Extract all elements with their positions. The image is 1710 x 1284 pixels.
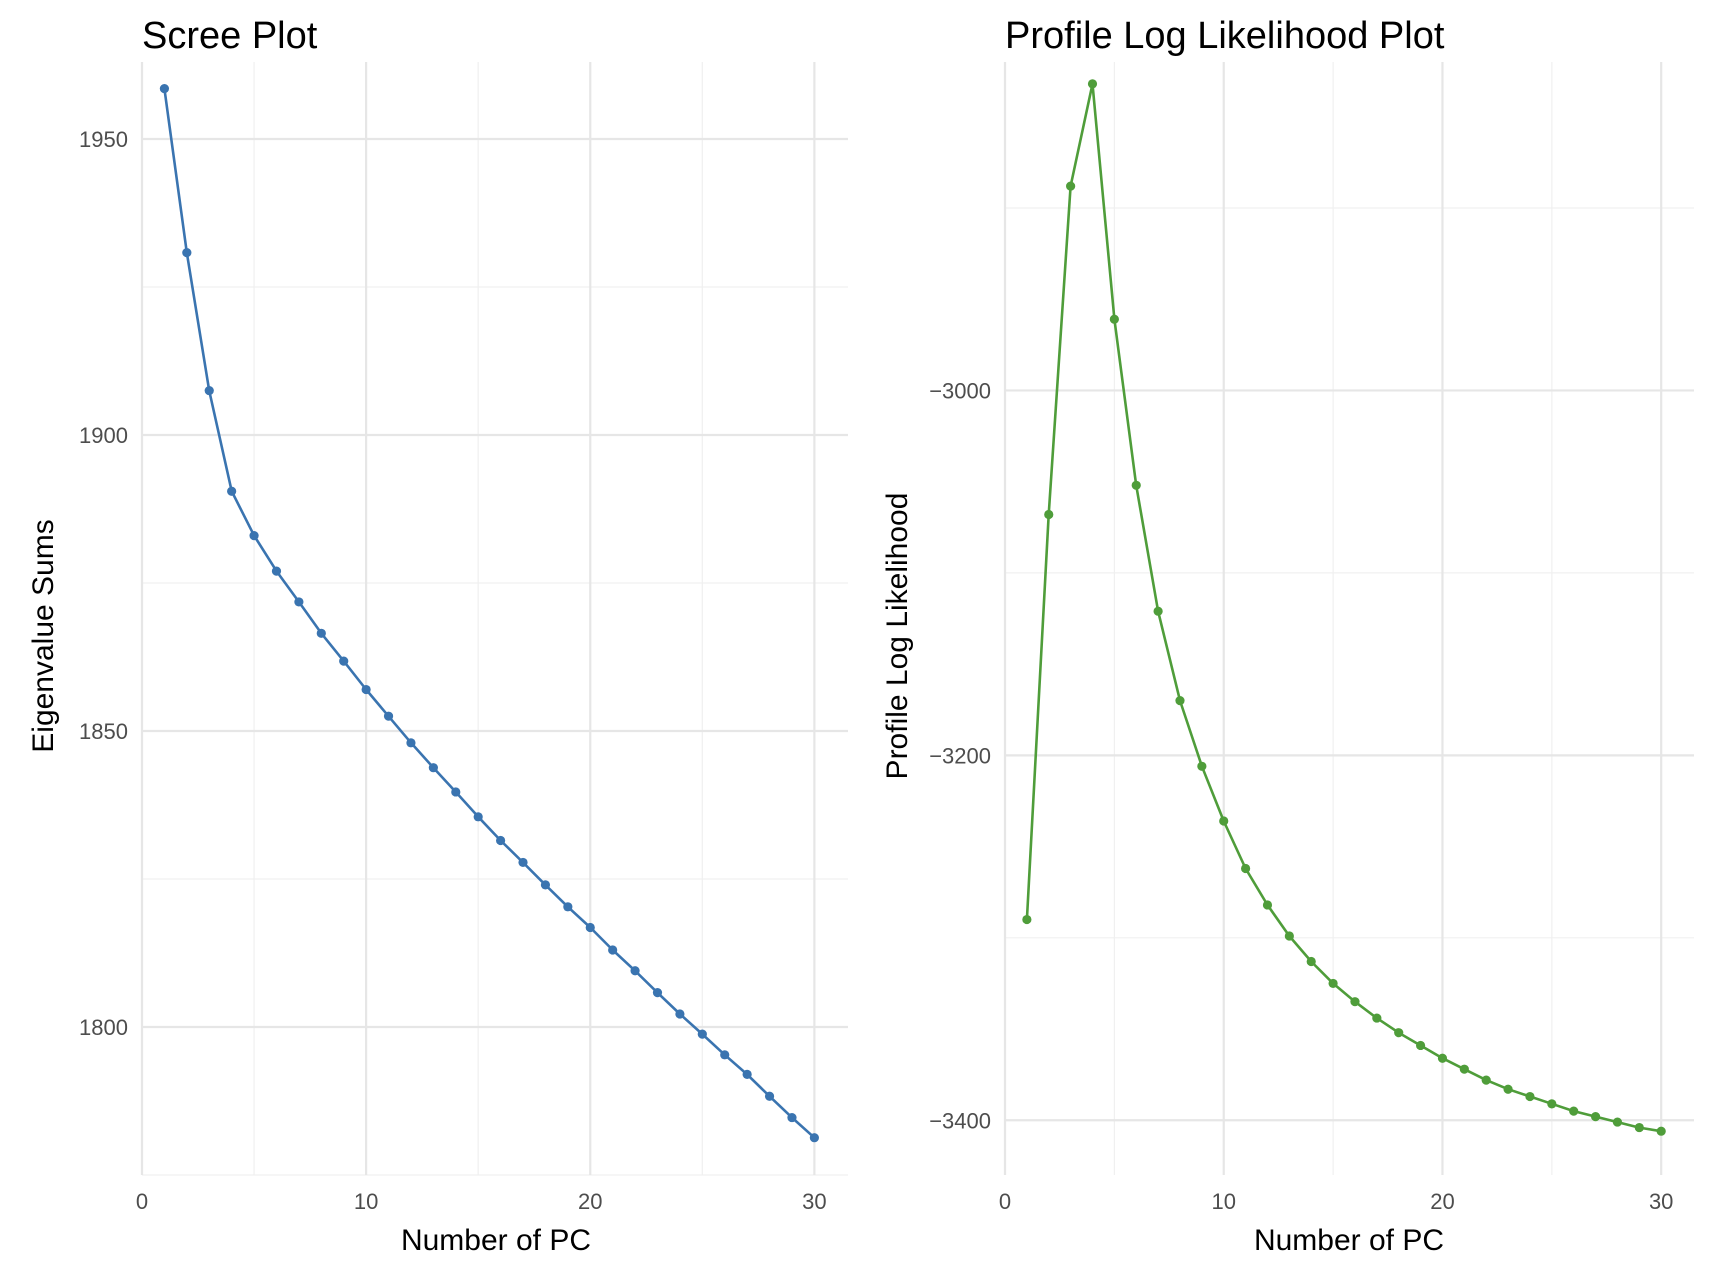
x-tick-label: 20 <box>1430 1189 1454 1214</box>
data-point <box>1022 914 1032 925</box>
data-point <box>697 1029 707 1039</box>
data-point <box>1153 606 1163 616</box>
scree-plot-x-ticks: 0 10 20 30 <box>136 1189 827 1214</box>
data-point <box>652 988 663 998</box>
data-point <box>204 385 214 396</box>
profile-log-likelihood-y-axis-title: Profile Log Likelihood <box>881 493 914 780</box>
data-point <box>316 628 326 638</box>
data-point <box>809 1133 819 1143</box>
data-point <box>1175 696 1185 706</box>
data-point <box>159 84 170 94</box>
data-point <box>742 1069 752 1079</box>
scree-plot-y-ticks: 1800 1850 1900 1950 <box>79 127 128 1040</box>
x-tick-label: 30 <box>1649 1189 1673 1214</box>
data-point <box>1547 1099 1557 1109</box>
data-point <box>1219 816 1229 826</box>
x-tick-label: 10 <box>354 1189 378 1214</box>
data-point <box>787 1112 797 1123</box>
data-point <box>451 787 461 797</box>
data-point <box>1066 181 1076 191</box>
data-point <box>1087 79 1098 89</box>
data-point <box>496 835 506 846</box>
data-point <box>1569 1106 1579 1116</box>
x-tick-label: 30 <box>802 1189 826 1214</box>
data-point <box>1590 1112 1601 1122</box>
data-point <box>1306 956 1316 967</box>
data-point <box>1350 997 1360 1007</box>
y-tick-label: 1800 <box>79 1015 128 1040</box>
data-point <box>764 1091 775 1101</box>
profile-log-likelihood-x-ticks: 0 10 20 30 <box>999 1189 1674 1214</box>
y-tick-label: −3000 <box>929 378 991 403</box>
data-point <box>1656 1126 1666 1136</box>
data-point <box>1197 761 1207 771</box>
data-point <box>675 1009 685 1019</box>
data-point <box>1437 1053 1448 1063</box>
data-point <box>249 531 259 541</box>
data-point <box>1459 1064 1469 1074</box>
x-tick-label: 10 <box>1211 1189 1235 1214</box>
x-tick-label: 0 <box>999 1189 1011 1214</box>
data-point <box>720 1050 730 1060</box>
profile-log-likelihood-panel: Profile Log Likelihood Plot 0 10 20 30 −340… <box>881 15 1694 1257</box>
x-tick-label: 0 <box>136 1189 148 1214</box>
profile-log-likelihood-x-axis-title: Number of PC <box>1254 1224 1444 1257</box>
data-point <box>608 945 618 955</box>
data-point <box>1481 1075 1491 1085</box>
data-point <box>294 597 304 607</box>
data-point <box>473 812 483 822</box>
scree-plot-series <box>159 84 819 1143</box>
data-point <box>339 656 349 666</box>
data-point <box>1109 314 1119 324</box>
data-point <box>1372 1013 1382 1023</box>
data-point <box>1262 900 1273 910</box>
series-line <box>1025 82 1662 1133</box>
scree-plot-panel: Scree Plot 0 10 20 30 1800 1850 1900 1950 Numb… <box>27 15 848 1257</box>
profile-log-likelihood-y-ticks: −3400 −3200 −3000 <box>929 378 991 1133</box>
data-point <box>1394 1028 1404 1038</box>
data-point <box>1503 1084 1513 1094</box>
data-point <box>630 966 640 976</box>
data-point <box>182 248 192 258</box>
data-point <box>271 566 282 576</box>
scree-plot-x-axis-title: Number of PC <box>401 1224 591 1257</box>
data-point <box>1131 480 1141 490</box>
scree-plot-title: Scree Plot <box>142 15 318 57</box>
x-tick-label: 20 <box>578 1189 602 1214</box>
data-point <box>518 857 528 868</box>
scree-plot-grid <box>140 62 848 1176</box>
data-point <box>1328 978 1338 989</box>
scree-plot-y-axis-title: Eigenvalue Sums <box>27 519 60 752</box>
data-point <box>406 738 416 748</box>
y-tick-label: 1900 <box>79 423 128 448</box>
data-point <box>1284 931 1294 941</box>
data-point <box>1612 1117 1623 1127</box>
data-point <box>1415 1040 1426 1051</box>
y-tick-label: −3200 <box>929 743 991 768</box>
data-point <box>1241 863 1251 874</box>
data-point <box>428 763 438 773</box>
data-point <box>361 684 371 695</box>
data-point <box>227 486 237 496</box>
data-point <box>383 711 394 721</box>
profile-log-likelihood-grid <box>1003 62 1694 1175</box>
y-tick-label: −3400 <box>929 1108 991 1133</box>
y-tick-label: 1850 <box>79 719 128 744</box>
data-point <box>563 902 573 912</box>
profile-log-likelihood-series <box>1022 79 1666 1136</box>
data-point <box>585 922 595 933</box>
data-point <box>1525 1091 1535 1102</box>
data-point <box>540 880 551 890</box>
data-point <box>1044 509 1054 520</box>
series-line <box>163 88 816 1139</box>
data-point <box>1634 1122 1644 1133</box>
y-tick-label: 1950 <box>79 127 128 152</box>
profile-log-likelihood-title: Profile Log Likelihood Plot <box>1005 15 1445 57</box>
